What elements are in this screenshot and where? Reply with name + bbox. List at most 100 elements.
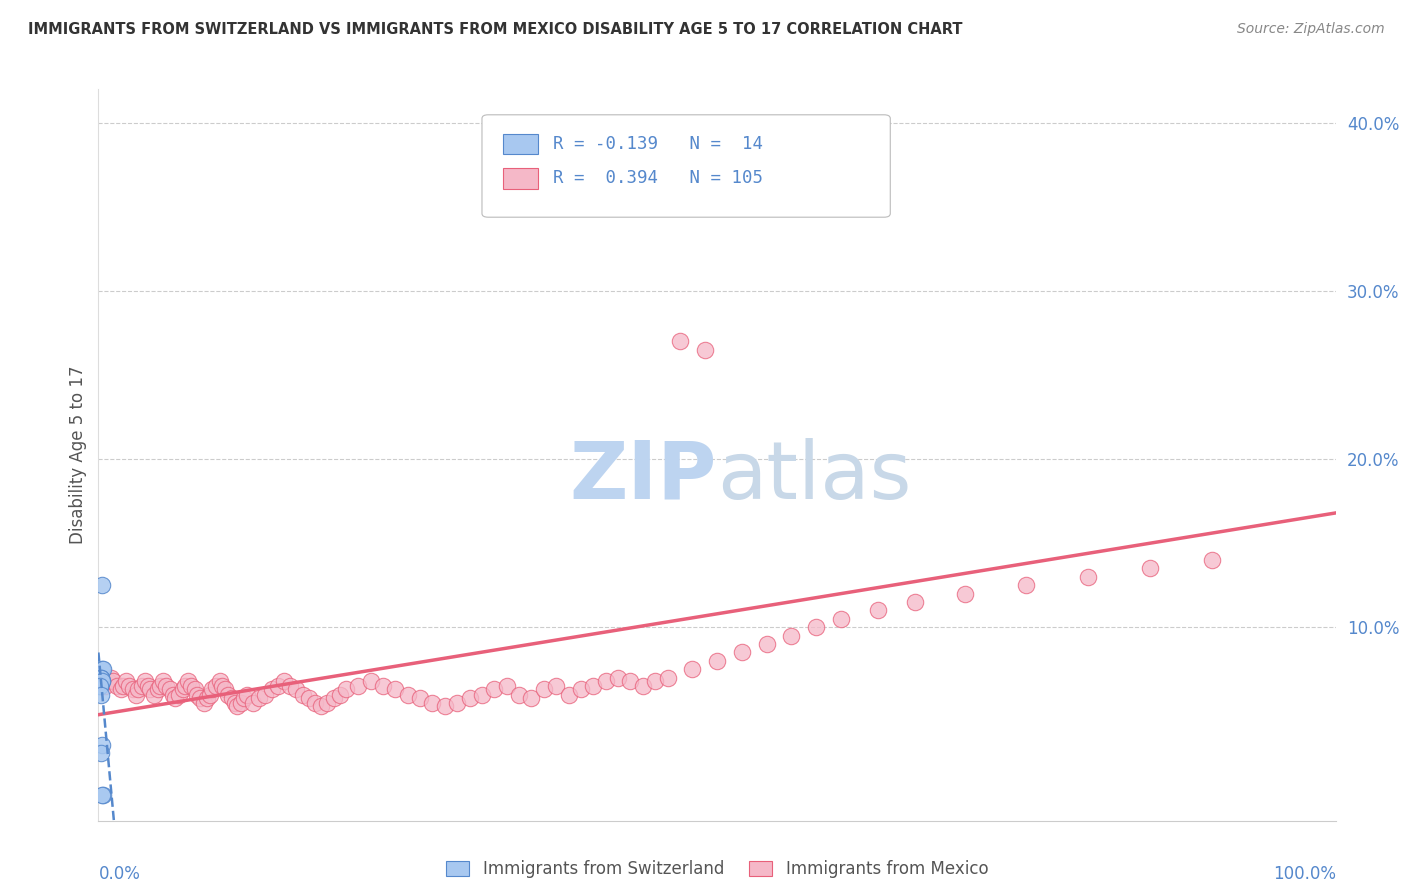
Point [110,682,132,697]
Point [91,738,114,752]
Point [396,688,419,702]
Point [201,682,224,697]
Point [582,679,605,693]
Point [830,612,852,626]
Point [693,343,716,357]
Point [433,699,456,714]
Point [221,690,243,705]
Point [298,690,321,705]
Point [247,690,270,705]
Point [176,674,198,689]
Point [422,696,444,710]
Point [97,674,120,689]
Point [143,688,166,702]
Point [360,674,382,689]
Point [103,674,125,689]
Point [953,587,976,601]
Point [866,603,889,617]
Text: atlas: atlas [717,438,911,516]
Text: 0.0%: 0.0% [98,864,141,882]
Text: Source: ZipAtlas.com: Source: ZipAtlas.com [1237,22,1385,37]
Point [285,682,308,697]
Point [139,682,162,697]
Point [127,682,149,697]
Point [731,645,754,659]
Point [242,696,264,710]
Point [260,682,283,697]
Point [309,699,332,714]
Point [193,696,215,710]
Point [484,682,506,697]
Text: 100.0%: 100.0% [1272,864,1336,882]
Point [520,690,543,705]
Point [278,679,301,693]
Point [619,674,641,689]
Point [184,682,207,697]
Point [229,696,252,710]
Point [267,679,290,693]
Point [335,682,357,697]
Point [657,671,679,685]
Point [155,679,177,693]
Point [159,682,181,697]
Point [371,679,394,693]
Point [211,679,233,693]
Point [91,578,114,592]
Point [93,679,115,693]
Point [233,690,256,705]
Point [273,674,295,689]
Point [167,688,190,702]
Point [90,671,112,685]
Point [409,690,432,705]
Point [186,688,208,702]
Point [91,674,114,689]
Point [118,679,141,693]
Point [90,688,112,702]
Point [136,679,159,693]
Point [569,682,592,697]
Point [165,690,187,705]
Point [89,679,111,693]
Point [533,682,555,697]
Point [304,696,326,710]
Point [804,620,827,634]
Point [557,688,579,702]
Point [495,679,517,693]
Point [508,688,530,702]
Point [316,696,339,710]
Point [224,696,246,710]
Point [446,696,468,710]
Point [172,682,194,697]
Point [134,674,156,689]
Text: R =  0.394   N = 105: R = 0.394 N = 105 [553,169,762,187]
Point [904,595,927,609]
Point [91,662,114,676]
Point [595,674,617,689]
Point [208,674,231,689]
Point [90,671,112,685]
Point [195,690,218,705]
Point [162,688,184,702]
Point [93,662,115,676]
Point [180,679,202,693]
Point [188,690,211,705]
Point [1139,561,1161,575]
Point [152,674,174,689]
Point [1201,553,1223,567]
Point [755,637,778,651]
Bar [503,134,537,154]
Y-axis label: Disability Age 5 to 17: Disability Age 5 to 17 [69,366,87,544]
Text: R = -0.139   N =  14: R = -0.139 N = 14 [553,135,762,153]
Point [329,688,352,702]
Point [546,679,568,693]
Point [236,688,259,702]
Point [214,682,236,697]
Point [458,690,481,705]
Point [217,688,239,702]
Point [226,699,249,714]
Point [384,682,406,697]
Point [706,654,728,668]
Point [254,688,277,702]
Point [131,679,153,693]
Point [322,690,344,705]
